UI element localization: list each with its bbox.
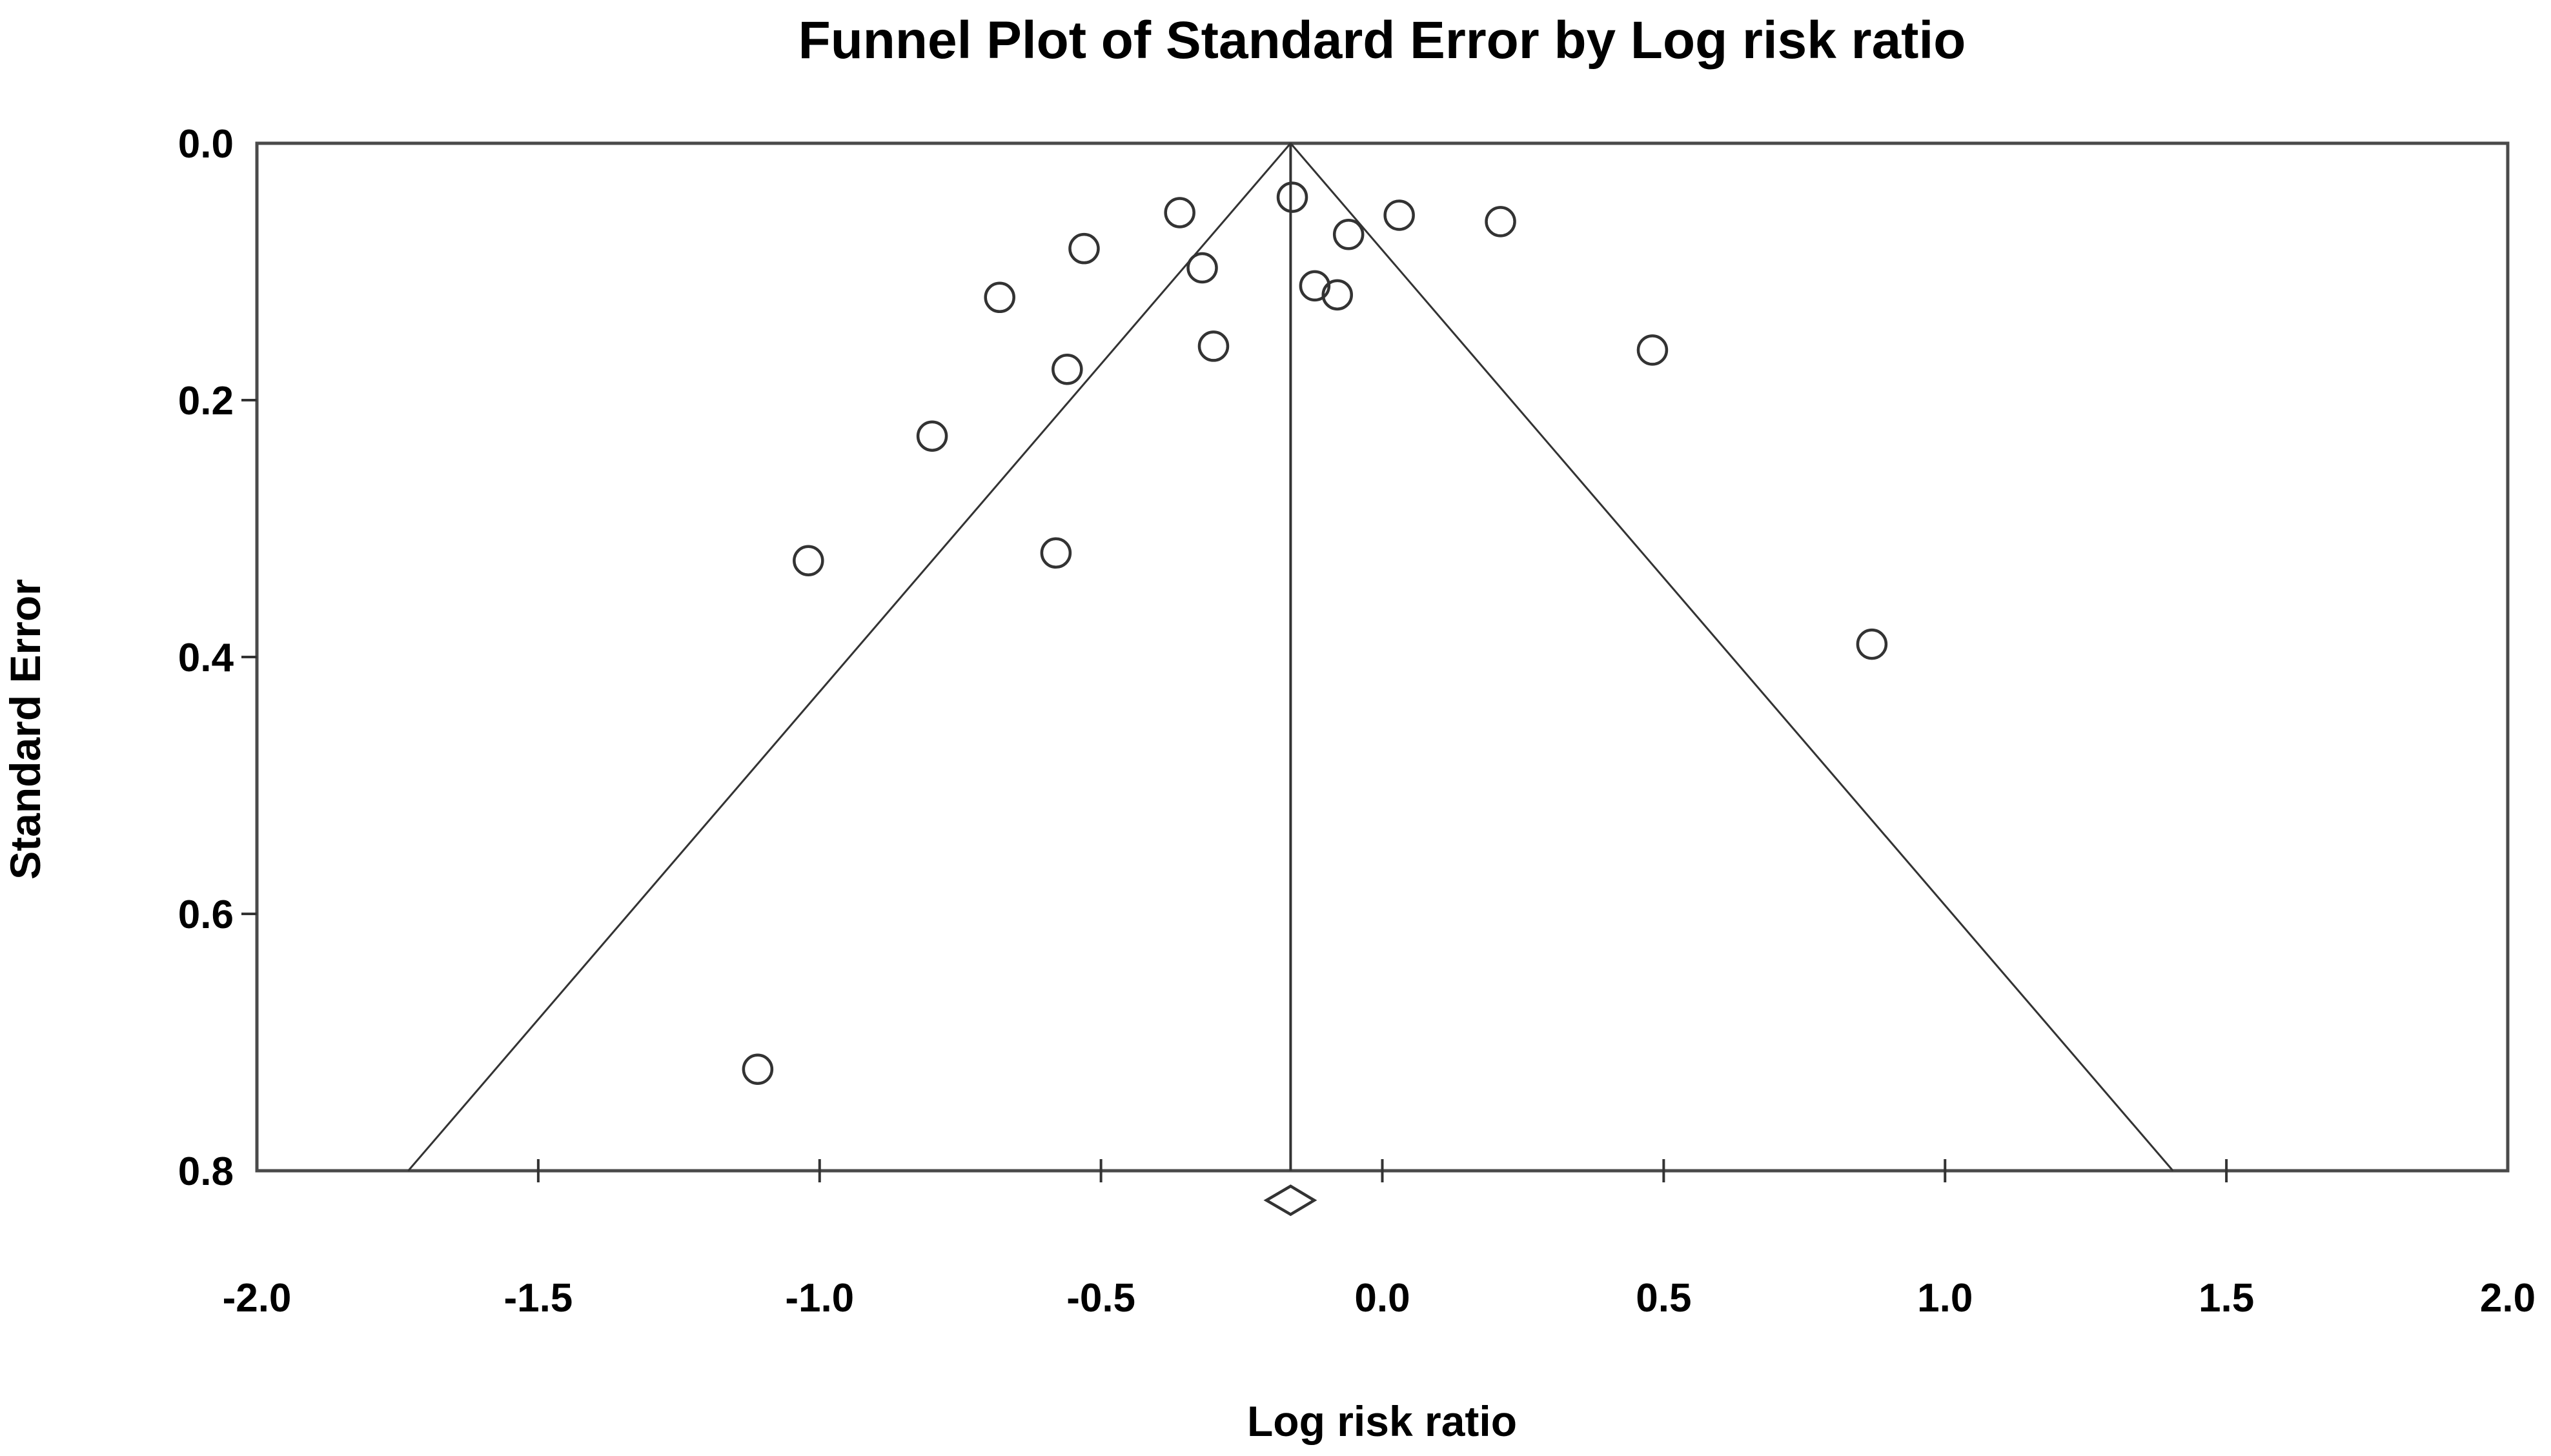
- study-points: [742, 181, 1888, 1086]
- study-point: [1856, 628, 1888, 660]
- y-tick-label: 0.2: [178, 379, 234, 423]
- study-point: [1197, 330, 1230, 362]
- study-point: [793, 545, 824, 576]
- study-point: [1040, 537, 1072, 569]
- study-point: [1276, 181, 1308, 213]
- study-point: [1299, 270, 1331, 302]
- study-point: [1332, 219, 1365, 250]
- x-tick-label: -2.0: [223, 1276, 292, 1320]
- study-point: [916, 420, 948, 452]
- y-axis-ticks: [241, 399, 257, 915]
- y-tick-label: 0.4: [178, 636, 234, 680]
- x-tick-label: 2.0: [2480, 1276, 2536, 1320]
- funnel-lines: [407, 143, 2174, 1171]
- study-point: [1068, 232, 1100, 265]
- y-axis-title: Standard Error: [1, 579, 49, 880]
- y-tick-labels: 0.0 0.2 0.4 0.6 0.8: [178, 122, 234, 1194]
- study-point: [1485, 206, 1516, 238]
- x-tick-label: -1.0: [785, 1276, 854, 1320]
- x-axis-title: Log risk ratio: [1247, 1397, 1517, 1445]
- x-axis-ticks: [536, 1159, 2228, 1182]
- x-tick-label: 0.0: [1354, 1276, 1410, 1320]
- pooled-diamond-shape: [1263, 1184, 1317, 1217]
- x-tick-label: 0.5: [1636, 1276, 1691, 1320]
- study-point: [1164, 197, 1195, 228]
- pooled-estimate-diamond: [1263, 1184, 1317, 1217]
- y-tick-label: 0.8: [178, 1149, 234, 1194]
- chart-title: Funnel Plot of Standard Error by Log ris…: [798, 11, 1966, 70]
- x-tick-label: -1.5: [503, 1276, 573, 1320]
- y-tick-label: 0.6: [178, 893, 234, 937]
- study-point: [984, 281, 1015, 314]
- x-tick-label: 1.5: [2199, 1276, 2254, 1320]
- x-tick-label: 1.0: [1917, 1276, 1973, 1320]
- funnel-right-limit-line: [1290, 143, 2174, 1171]
- study-point: [1636, 334, 1669, 366]
- funnel-left-limit-line: [407, 143, 1292, 1171]
- study-point: [1186, 252, 1218, 284]
- study-point: [1052, 353, 1083, 385]
- y-tick-label: 0.0: [178, 122, 234, 167]
- study-point: [742, 1053, 774, 1086]
- x-tick-labels: -2.0 -1.5 -1.0 -0.5 0.0 0.5 1.0 1.5 2.0: [223, 1276, 2536, 1320]
- x-tick-label: -0.5: [1066, 1276, 1135, 1320]
- study-point: [1321, 279, 1354, 311]
- study-point: [1383, 199, 1415, 231]
